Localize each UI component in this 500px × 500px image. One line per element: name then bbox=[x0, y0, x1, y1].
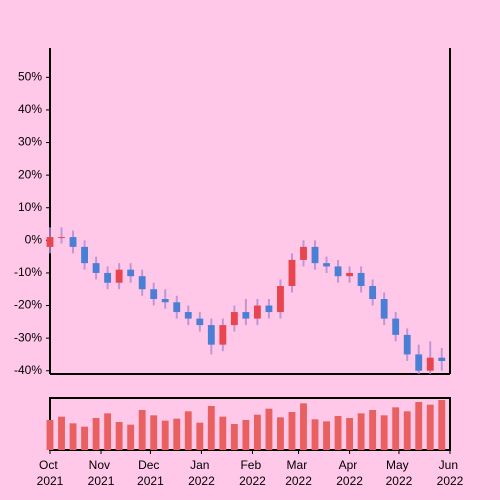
candle-body bbox=[242, 312, 250, 319]
volume-bar bbox=[415, 402, 423, 450]
volume-bar bbox=[138, 410, 146, 450]
candle-body bbox=[415, 354, 423, 371]
candle-body bbox=[357, 272, 365, 286]
volume-bar bbox=[150, 415, 158, 450]
candle-body bbox=[300, 246, 307, 260]
volume-bar bbox=[438, 400, 446, 450]
candle-body bbox=[69, 237, 77, 247]
y-tick-label: 0% bbox=[25, 233, 43, 247]
volume-bar bbox=[300, 403, 307, 450]
volume-bar bbox=[69, 423, 77, 450]
candle-body bbox=[277, 285, 284, 313]
candle-body bbox=[426, 357, 434, 371]
volume-bar bbox=[380, 415, 388, 450]
candle-body bbox=[253, 305, 261, 319]
volume-bar bbox=[242, 420, 250, 450]
candle-body bbox=[104, 272, 112, 283]
volume-bar bbox=[311, 419, 319, 450]
candle-body bbox=[58, 237, 65, 239]
y-tick-label: -30% bbox=[14, 330, 42, 344]
candle-body bbox=[184, 312, 192, 319]
candle-body bbox=[138, 276, 146, 290]
y-tick-label: -10% bbox=[14, 265, 42, 279]
volume-bar bbox=[334, 416, 342, 450]
volume-bar bbox=[184, 411, 192, 450]
volume-bar bbox=[403, 411, 411, 450]
volume-bar bbox=[253, 414, 261, 450]
x-tick-label: Dec 2021 bbox=[137, 458, 164, 488]
volume-bar bbox=[323, 421, 330, 450]
candle-body bbox=[150, 289, 158, 300]
x-tick-label: Nov 2021 bbox=[88, 458, 115, 488]
volume-bar bbox=[207, 406, 215, 450]
volume-bar bbox=[115, 422, 123, 450]
y-tick-label: 40% bbox=[18, 102, 42, 116]
volume-bar bbox=[127, 424, 135, 450]
y-tick-label: 30% bbox=[18, 135, 42, 149]
volume-bar bbox=[46, 420, 54, 450]
volume-bar bbox=[265, 408, 273, 450]
volume-bar bbox=[173, 418, 181, 450]
volume-bar bbox=[92, 418, 100, 450]
volume-bar bbox=[369, 410, 377, 450]
y-tick-label: 50% bbox=[18, 70, 42, 84]
volume-bar bbox=[277, 417, 284, 450]
x-tick-label: Oct 2021 bbox=[37, 458, 64, 488]
volume-bar bbox=[161, 420, 169, 450]
candle-body bbox=[230, 312, 238, 326]
candle-body bbox=[438, 357, 446, 361]
candle-body bbox=[161, 299, 169, 303]
candle-body bbox=[311, 246, 319, 264]
volume-bar bbox=[104, 413, 112, 450]
candle-body bbox=[219, 325, 227, 345]
volume-bar bbox=[230, 424, 238, 450]
candle-body bbox=[323, 263, 330, 267]
y-tick-label: 10% bbox=[18, 200, 42, 214]
candle-body bbox=[288, 259, 296, 286]
x-tick-label: May 2022 bbox=[386, 458, 413, 488]
candle-body bbox=[207, 325, 215, 345]
x-tick-label: Mar 2022 bbox=[285, 458, 312, 488]
volume-bar bbox=[426, 404, 434, 450]
y-tick-label: -20% bbox=[14, 298, 42, 312]
candle-body bbox=[92, 263, 100, 273]
volume-bar bbox=[196, 422, 204, 450]
volume-bar bbox=[81, 426, 88, 450]
candle-body bbox=[346, 272, 354, 277]
x-tick-label: Apr 2022 bbox=[336, 458, 363, 488]
volume-bar bbox=[346, 418, 354, 450]
candle-body bbox=[46, 237, 54, 247]
volume-bar bbox=[392, 407, 400, 450]
y-tick-label: 20% bbox=[18, 167, 42, 181]
volume-bar bbox=[58, 416, 65, 450]
volume-bar bbox=[219, 416, 227, 450]
y-tick-label: -40% bbox=[14, 363, 42, 377]
candle-body bbox=[380, 299, 388, 319]
x-tick-label: Jun 2022 bbox=[437, 458, 464, 488]
x-tick-label: Feb 2022 bbox=[239, 458, 266, 488]
candle-body bbox=[369, 285, 377, 300]
candle-body bbox=[265, 305, 273, 313]
volume-bar bbox=[288, 412, 296, 450]
candle-body bbox=[115, 269, 123, 283]
candle-body bbox=[392, 318, 400, 335]
candle-body bbox=[127, 269, 135, 277]
candle-body bbox=[81, 246, 88, 264]
x-tick-label: Jan 2022 bbox=[188, 458, 215, 488]
candle-body bbox=[334, 266, 342, 277]
volume-bar bbox=[357, 413, 365, 450]
candle-body bbox=[173, 302, 181, 313]
candle-body bbox=[196, 318, 204, 326]
candle-body bbox=[403, 334, 411, 355]
